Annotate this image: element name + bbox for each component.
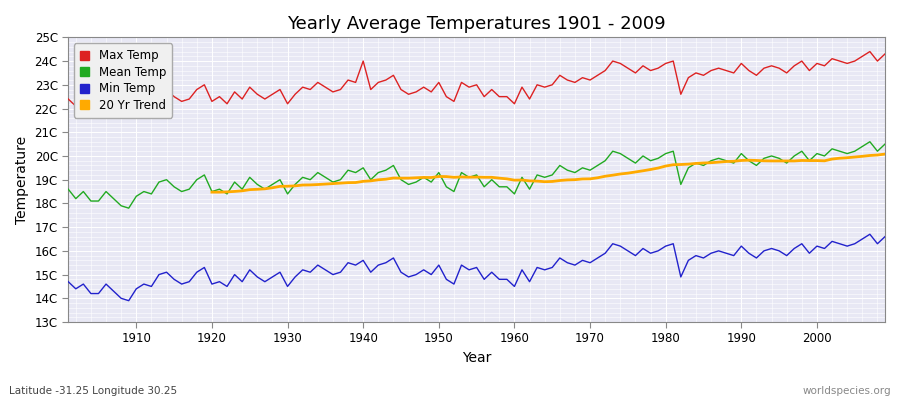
Title: Yearly Average Temperatures 1901 - 2009: Yearly Average Temperatures 1901 - 2009 xyxy=(287,15,666,33)
Text: Latitude -31.25 Longitude 30.25: Latitude -31.25 Longitude 30.25 xyxy=(9,386,177,396)
Y-axis label: Temperature: Temperature xyxy=(15,136,29,224)
Text: worldspecies.org: worldspecies.org xyxy=(803,386,891,396)
Legend: Max Temp, Mean Temp, Min Temp, 20 Yr Trend: Max Temp, Mean Temp, Min Temp, 20 Yr Tre… xyxy=(74,43,172,118)
X-axis label: Year: Year xyxy=(462,351,491,365)
